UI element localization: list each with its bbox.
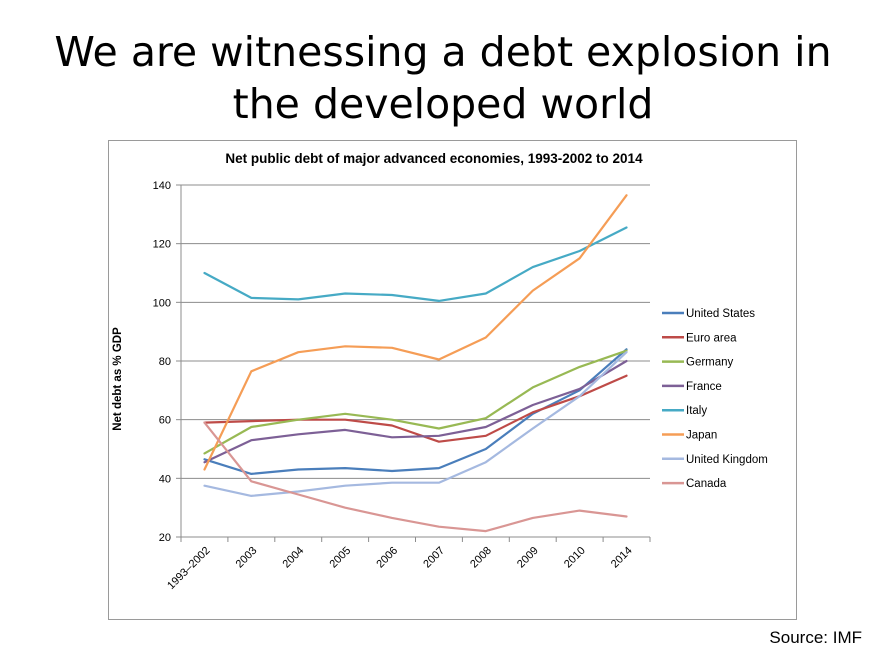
chart-frame: Net public debt of major advanced econom…	[108, 140, 797, 620]
series-line-united-kingdom	[203, 351, 628, 497]
axes: 20 40 60 80 100 120 140 1993–2002 2003 2004 2005 20…	[153, 180, 651, 592]
legend: United States Euro area Germany France Italy…	[662, 308, 768, 490]
x-tick-label: 2014	[609, 545, 635, 571]
x-tick-label: 2010	[562, 545, 588, 571]
x-tick-label: 2005	[327, 545, 353, 571]
x-tick-label: 2009	[515, 545, 541, 571]
series-line-euro-area	[203, 374, 628, 443]
legend-label: Germany	[686, 357, 734, 369]
legend-label: Italy	[686, 405, 707, 417]
legend-label: France	[686, 381, 722, 393]
legend-label: Euro area	[686, 332, 737, 344]
y-tick-label: 140	[153, 180, 171, 192]
y-tick-label: 20	[159, 532, 171, 544]
y-tick-label: 120	[153, 239, 171, 251]
legend-label: Japan	[686, 430, 717, 442]
x-tick-label: 2006	[374, 545, 400, 571]
legend-label: Canada	[686, 478, 727, 490]
gridlines	[181, 184, 650, 538]
y-tick-label: 100	[153, 297, 171, 309]
source-note: Source: IMF	[769, 628, 862, 647]
y-axis-label: Net debt as % GDP	[112, 327, 124, 431]
series-line-italy	[203, 226, 628, 302]
line-chart: Net public debt of major advanced econom…	[112, 151, 768, 592]
y-tick-label: 80	[159, 356, 171, 368]
x-tick-label: 2004	[281, 545, 307, 571]
series-line-germany	[203, 349, 628, 455]
series-lines	[203, 194, 628, 533]
slide-title: We are witnessing a debt explosion in th…	[0, 26, 886, 130]
chart-title: Net public debt of major advanced econom…	[225, 151, 643, 166]
series-line-united-states	[203, 348, 628, 475]
y-tick-label: 60	[159, 415, 171, 427]
legend-label: United States	[686, 308, 755, 320]
x-tick-label: 2007	[421, 545, 447, 571]
legend-label: United Kingdom	[686, 454, 768, 466]
x-tick-label: 1993–2002	[165, 545, 212, 592]
series-line-france	[203, 359, 628, 464]
series-line-canada	[203, 421, 628, 533]
y-tick-label: 40	[159, 473, 171, 485]
slide-title-line-1: We are witnessing a debt explosion in	[54, 28, 832, 76]
x-tick-label: 2003	[234, 545, 260, 571]
series-line-japan	[203, 194, 628, 471]
x-tick-label: 2008	[468, 545, 494, 571]
slide-title-line-2: the developed world	[232, 80, 654, 128]
